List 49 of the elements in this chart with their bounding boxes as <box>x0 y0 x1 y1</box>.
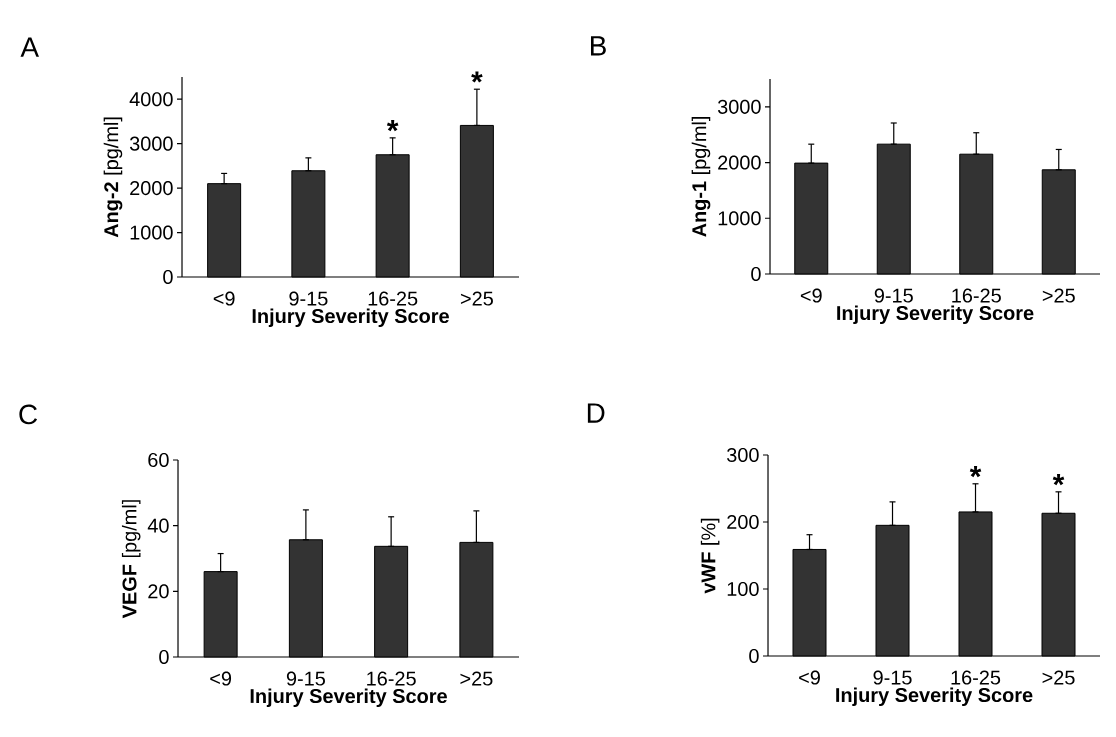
chart-title: B <box>590 36 606 56</box>
x-tick-label: >25 <box>1042 288 1075 303</box>
y-tick-label: 300 <box>727 447 759 463</box>
x-tick-label: <9 <box>210 671 232 686</box>
y-axis-title: VEGF [pg/ml] <box>121 500 141 619</box>
chart-title: C <box>19 404 38 425</box>
y-tick-label: 2000 <box>718 155 761 170</box>
y-axis-title: vWF [%] <box>700 518 720 594</box>
x-tick-label: >25 <box>460 671 493 686</box>
y-axis-title: Ang-1 [pg/ml] <box>691 117 711 237</box>
chart-title: D <box>587 403 605 423</box>
y-tick-label: 0 <box>749 648 759 664</box>
y-axis-title: Ang-2 [pg/ml] <box>103 117 123 238</box>
x-tick-label: 9-15 <box>286 671 325 686</box>
y-tick-label: 100 <box>727 581 759 597</box>
y-tick-label: 0 <box>751 266 761 282</box>
x-axis-title: Injury Severity Score <box>837 305 1034 325</box>
y-tick-label: 200 <box>727 514 759 530</box>
x-tick-label: 16-25 <box>951 670 1001 685</box>
y-tick-label: 60 <box>148 452 169 468</box>
chart-title: A <box>20 37 39 57</box>
y-tick-label: 2000 <box>130 181 173 196</box>
annotation: * <box>471 71 483 83</box>
x-axis-title: Injury Severity Score <box>252 308 449 328</box>
x-tick-label: 9-15 <box>289 291 328 306</box>
x-tick-label: <9 <box>213 291 235 306</box>
x-tick-label: 9-15 <box>874 288 913 303</box>
y-tick-label: 20 <box>148 584 169 599</box>
x-tick-label: >25 <box>1042 670 1075 685</box>
y-tick-label: 0 <box>163 269 173 285</box>
y-tick-label: 40 <box>147 518 169 533</box>
y-tick-label: 3000 <box>129 136 173 151</box>
x-tick-label: <9 <box>800 288 822 303</box>
annotation: * <box>969 466 982 478</box>
y-tick-label: 0 <box>159 649 169 665</box>
x-tick-label: >25 <box>460 291 493 306</box>
y-tick-label: 1000 <box>130 225 173 240</box>
annotation: * <box>386 120 399 132</box>
y-tick-label: 4000 <box>129 92 173 107</box>
x-tick-label: 16-25 <box>368 291 418 306</box>
x-axis-title: Injury Severity Score <box>836 687 1033 707</box>
x-tick-label: 16-25 <box>367 671 416 686</box>
x-tick-label: 9-15 <box>873 670 912 685</box>
x-tick-label: 16-25 <box>952 288 1001 303</box>
y-tick-label: 1000 <box>718 211 761 226</box>
y-tick-label: 3000 <box>717 99 761 114</box>
x-tick-label: <9 <box>799 670 820 685</box>
annotation: * <box>1052 474 1065 486</box>
x-axis-title: Injury Severity Score <box>250 688 447 708</box>
